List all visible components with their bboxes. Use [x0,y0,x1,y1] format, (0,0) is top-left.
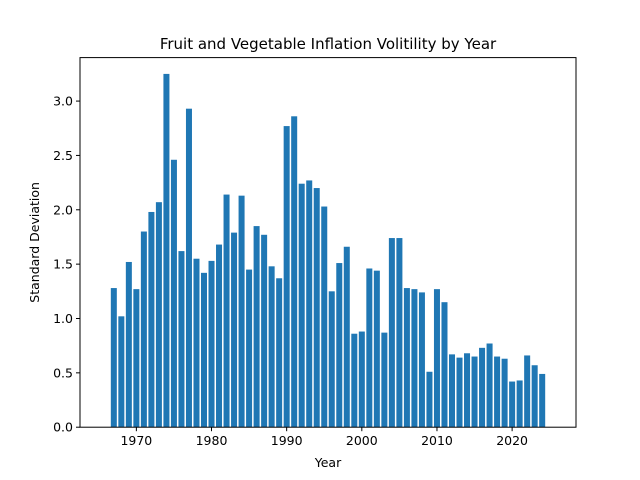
bar-2001 [366,268,373,428]
bar-1969 [125,261,132,428]
bar-2013 [456,357,463,428]
y-axis-label: Standard Deviation [27,182,42,303]
x-tick-label-1980: 1980 [196,433,228,448]
bar-1978 [193,258,200,428]
bar-2002 [373,270,380,428]
bar-2022 [524,355,531,428]
x-tick-label-2010: 2010 [421,433,453,448]
bar-1994 [313,188,320,428]
chart-title: Fruit and Vegetable Inflation Volitility… [160,35,497,53]
y-tick-label-3.0: 3.0 [53,94,73,109]
bar-1998 [343,246,350,428]
bar-2016 [479,347,486,428]
bar-1990 [283,126,290,428]
bar-1986 [253,226,260,428]
y-tick-label-2.0: 2.0 [53,202,73,217]
bar-2020 [509,381,516,428]
bar-1996 [328,291,335,428]
bar-1985 [246,269,253,428]
bar-1999 [351,333,358,428]
bar-2007 [411,289,418,428]
bar-1971 [140,231,147,428]
x-tick-label-2000: 2000 [346,433,378,448]
bar-1984 [238,195,245,428]
plot-frame [79,57,577,428]
bar-2024 [539,373,546,428]
bar-1988 [268,266,275,428]
bar-1977 [185,108,192,428]
y-axis-ticks: 0.0 0.5 1.0 1.5 2.0 2.5 3.0 [53,94,80,435]
bar-2006 [403,288,410,428]
x-axis-label: Year [314,455,342,470]
bar-1970 [133,289,140,428]
bar-2008 [418,292,425,428]
bar-1973 [155,202,162,428]
bar-2009 [426,371,433,428]
bar-2010 [433,289,440,428]
bar-2015 [471,356,478,428]
bar-1983 [231,232,238,428]
x-tick-label-2020: 2020 [496,433,528,448]
bar-2004 [388,238,395,428]
bar-2019 [501,358,508,428]
bar-1975 [170,159,177,428]
y-tick-label-0.5: 0.5 [53,365,73,380]
y-tick-label-1.0: 1.0 [53,311,73,326]
bar-2021 [516,380,523,428]
bar-1972 [148,211,155,428]
bar-1967 [110,288,117,428]
bar-2003 [381,332,388,428]
x-tick-label-1970: 1970 [120,433,152,448]
bar-1992 [298,183,305,428]
bar-1995 [321,206,328,428]
bar-1980 [208,260,215,428]
x-axis-ticks: 1970 1980 1990 2000 2010 2020 [120,427,528,448]
bars-group [110,73,546,428]
bar-1981 [216,244,223,428]
bar-1979 [200,272,207,428]
bar-2000 [358,331,365,428]
bar-1976 [178,251,185,428]
bar-2012 [448,354,455,428]
bar-2017 [486,343,493,428]
x-tick-label-1990: 1990 [271,433,303,448]
bar-1991 [291,116,298,428]
bar-2011 [441,302,448,428]
bar-1982 [223,194,230,428]
bar-2023 [531,365,538,428]
bar-1987 [261,234,268,428]
bar-1997 [336,263,343,428]
bar-1989 [276,278,283,428]
y-tick-label-1.5: 1.5 [53,257,73,272]
y-tick-label-0.0: 0.0 [53,420,73,435]
bar-2018 [494,356,501,428]
bar-1968 [118,316,125,428]
y-tick-label-2.5: 2.5 [53,148,73,163]
bar-2005 [396,238,403,428]
bar-1993 [306,180,313,428]
bar-2014 [464,353,471,428]
bar-1974 [163,73,170,428]
